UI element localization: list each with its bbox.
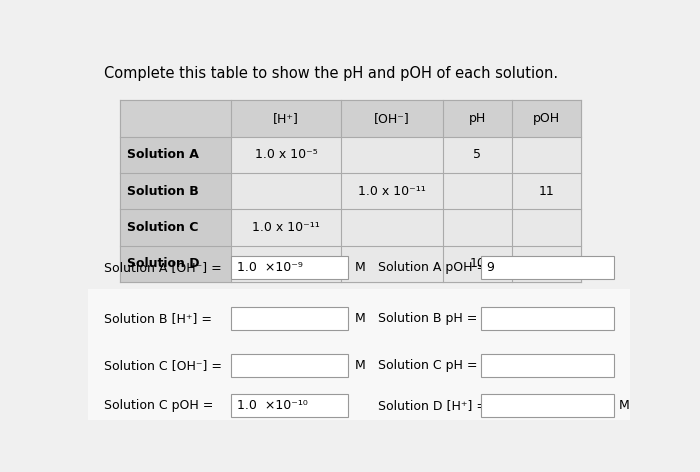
Text: 1.0  ×10⁻¹⁰: 1.0 ×10⁻¹⁰ <box>237 399 307 412</box>
Bar <box>443 245 512 282</box>
Text: M: M <box>354 359 365 372</box>
Bar <box>342 209 443 245</box>
Bar <box>481 256 614 279</box>
Bar <box>120 209 231 245</box>
Text: 1.0 x 10⁻¹¹: 1.0 x 10⁻¹¹ <box>252 221 320 234</box>
Text: Solution D [H⁺] =: Solution D [H⁺] = <box>378 399 486 412</box>
Bar <box>512 173 581 209</box>
Text: M: M <box>619 399 630 412</box>
Text: Complete this table to show the pH and pOH of each solution.: Complete this table to show the pH and p… <box>104 66 558 81</box>
Bar <box>231 354 348 378</box>
Text: Solution B [H⁺] =: Solution B [H⁺] = <box>104 312 212 325</box>
Bar <box>231 173 342 209</box>
Bar <box>512 209 581 245</box>
Bar <box>88 289 630 420</box>
Bar <box>231 209 342 245</box>
Text: Solution A: Solution A <box>127 148 198 161</box>
Bar <box>120 100 581 282</box>
Text: Solution C [OH⁻] =: Solution C [OH⁻] = <box>104 359 222 372</box>
Text: Solution C pOH =: Solution C pOH = <box>104 399 213 412</box>
Text: Solution B: Solution B <box>127 185 198 198</box>
Bar <box>231 394 348 417</box>
Text: Solution C pH =: Solution C pH = <box>378 359 477 372</box>
Text: Solution A pOH =: Solution A pOH = <box>378 261 487 274</box>
Bar <box>120 100 581 136</box>
Bar <box>231 256 348 279</box>
Text: 9: 9 <box>486 261 494 274</box>
Text: 1.0 x 10⁻¹¹: 1.0 x 10⁻¹¹ <box>358 185 426 198</box>
Text: Solution B pH =: Solution B pH = <box>378 312 477 325</box>
Text: Solution A [OH⁻] =: Solution A [OH⁻] = <box>104 261 221 274</box>
Bar <box>512 136 581 173</box>
Bar <box>231 136 342 173</box>
Bar <box>443 209 512 245</box>
Bar <box>231 245 342 282</box>
Bar <box>512 245 581 282</box>
Text: pOH: pOH <box>533 112 560 125</box>
Bar <box>443 173 512 209</box>
Bar <box>342 173 443 209</box>
Bar <box>443 136 512 173</box>
Bar <box>342 136 443 173</box>
Bar <box>481 394 614 417</box>
Text: Solution C: Solution C <box>127 221 198 234</box>
Text: pH: pH <box>469 112 486 125</box>
Text: 10: 10 <box>470 257 485 270</box>
Text: M: M <box>354 312 365 325</box>
Bar <box>120 136 231 173</box>
Text: 1.0  ×10⁻⁹: 1.0 ×10⁻⁹ <box>237 261 302 274</box>
Bar <box>120 245 231 282</box>
Text: 11: 11 <box>539 185 554 198</box>
Bar <box>120 173 231 209</box>
Text: Solution D: Solution D <box>127 257 199 270</box>
Bar <box>231 306 348 330</box>
Bar <box>481 354 614 378</box>
Text: [H⁺]: [H⁺] <box>273 112 299 125</box>
Bar <box>342 245 443 282</box>
Text: M: M <box>354 261 365 274</box>
Bar <box>481 306 614 330</box>
Text: [OH⁻]: [OH⁻] <box>374 112 410 125</box>
Text: 5: 5 <box>473 148 482 161</box>
Text: 1.0 x 10⁻⁵: 1.0 x 10⁻⁵ <box>255 148 317 161</box>
